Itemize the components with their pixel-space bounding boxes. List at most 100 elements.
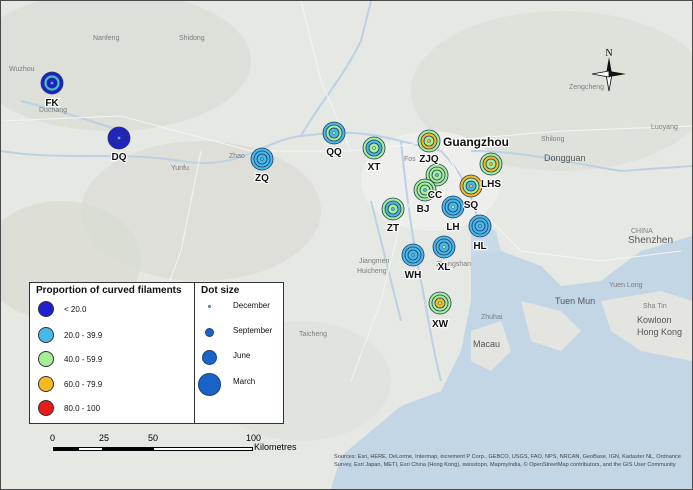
- site-label: BJ: [417, 204, 430, 215]
- site-label: FK: [45, 98, 59, 109]
- site-label: DQ: [112, 152, 127, 163]
- site-ring: [391, 207, 395, 211]
- legend-swatch: [38, 400, 54, 416]
- place-macau: Macau: [473, 339, 500, 349]
- site-label: WH: [405, 270, 422, 281]
- legend-dot-size: Dot size December September June March: [194, 282, 284, 424]
- site-ring: [435, 173, 439, 177]
- site-marker-xl[interactable]: [432, 235, 456, 259]
- place-zhaoqing: Zhao: [229, 153, 245, 160]
- place-kowloon: Kowloon: [637, 315, 672, 325]
- legend-proportion: Proportion of curved filaments < 20.0 20…: [29, 282, 195, 424]
- legend-size-row: December: [195, 295, 283, 319]
- site-ring: [438, 301, 442, 305]
- site-marker-xt[interactable]: [362, 136, 386, 160]
- legend-class-row: 60.0 - 79.9: [30, 374, 102, 394]
- site-ring: [423, 188, 427, 192]
- site-label: SQ: [464, 200, 479, 211]
- scale-segment: [53, 447, 78, 451]
- legend-swatch: [38, 376, 54, 392]
- legend-class-label: < 20.0: [64, 304, 87, 314]
- site-label: ZQ: [255, 173, 269, 184]
- site-marker-lhs[interactable]: [479, 152, 503, 176]
- place-zhongshan: Zhongshan: [436, 261, 471, 268]
- site-marker-lh[interactable]: [441, 195, 465, 219]
- legend-class-row: < 20.0: [30, 299, 86, 319]
- site-label: LHS: [481, 179, 501, 190]
- place-yunfu: Yunfu: [171, 165, 189, 172]
- place-zhuhai: Zhuhai: [481, 314, 503, 321]
- legend-size-label: September: [233, 326, 273, 335]
- site-marker-zq[interactable]: [250, 147, 274, 171]
- site-ring: [372, 146, 376, 150]
- legend-class-row: 40.0 - 59.9: [30, 349, 102, 369]
- site-ring: [451, 205, 455, 209]
- legend-class-row: 80.0 - 100: [30, 398, 100, 418]
- site-marker-zjq[interactable]: [417, 129, 441, 153]
- place-sha-tin: Sha Tin: [643, 303, 667, 310]
- site-label: ZJQ: [419, 154, 439, 165]
- legend-class-label: 20.0 - 39.9: [64, 330, 103, 340]
- site-ring: [427, 139, 431, 143]
- scale-tick: 0: [50, 433, 56, 443]
- site-marker-bj[interactable]: [413, 178, 437, 202]
- legend-swatch: [38, 301, 54, 317]
- size-dot-march: [198, 373, 221, 396]
- legend-size-row: June: [195, 345, 283, 369]
- legend-dot-size-title: Dot size: [201, 285, 240, 296]
- legend-size-label: March: [233, 377, 256, 386]
- site-marker-wh[interactable]: [401, 243, 425, 267]
- legend-size-label: June: [233, 351, 251, 360]
- place-shenzhen: Shenzhen: [628, 235, 673, 246]
- scale-segment: [103, 447, 153, 451]
- site-marker-fk[interactable]: [40, 71, 64, 95]
- place-shidong: Shidong: [179, 35, 205, 42]
- rivers: [1, 1, 692, 382]
- sea: [331, 221, 692, 489]
- site-label: ZT: [387, 223, 399, 234]
- place-zengcheng: Zengcheng: [569, 84, 604, 91]
- site-marker-cc[interactable]: [425, 163, 449, 187]
- site-marker-hl[interactable]: [468, 214, 492, 238]
- scale-unit: Kilometres: [254, 442, 297, 452]
- legend-swatch: [38, 327, 54, 343]
- place-taicheng: Taicheng: [299, 331, 327, 338]
- place-china: CHINA: [631, 228, 653, 235]
- legend-size-row: September: [195, 320, 283, 344]
- scale-tick: 50: [148, 433, 159, 443]
- site-marker-dq[interactable]: [107, 126, 131, 150]
- source-attribution: Sources: Esri, HERE, DeLorme, Intermap, …: [334, 454, 681, 468]
- site-marker-sq[interactable]: [459, 174, 483, 198]
- site-ring: [411, 253, 415, 257]
- legend-size-label: December: [233, 301, 270, 310]
- size-dot-june: [202, 350, 217, 365]
- legend-size-row: March: [195, 371, 283, 396]
- place-duchang: Duchang: [39, 107, 67, 114]
- site-label: XW: [432, 319, 449, 330]
- site-marker-xw[interactable]: [428, 291, 452, 315]
- place-names: Wuzhou Duchang Nanfeng Shidong Yunfu Zha…: [9, 35, 682, 349]
- scale-bar: 0 25 50 100 Kilometres: [41, 433, 301, 465]
- legend-class-label: 80.0 - 100: [64, 403, 101, 413]
- site-label: HL: [473, 241, 486, 252]
- legend-proportion-title: Proportion of curved filaments: [36, 285, 182, 296]
- place-luoyang: Luoyang: [651, 124, 678, 131]
- north-arrow-icon: N: [591, 48, 626, 92]
- legend-class-label: 40.0 - 59.9: [64, 354, 103, 364]
- place-foshan: Fos: [404, 156, 416, 163]
- site-ring: [469, 184, 473, 188]
- scale-segment: [153, 447, 253, 451]
- site-label: XT: [368, 162, 381, 173]
- size-dot-september: [205, 328, 214, 337]
- site-marker-qq[interactable]: [322, 121, 346, 145]
- size-dot-december: [208, 305, 211, 308]
- site-marker-zt[interactable]: [381, 197, 405, 221]
- site-ring: [478, 224, 482, 228]
- site-ring: [489, 162, 493, 166]
- place-nanfeng: Nanfeng: [93, 35, 120, 42]
- place-hong-kong: Hong Kong: [637, 327, 682, 337]
- site-label: QQ: [326, 147, 342, 158]
